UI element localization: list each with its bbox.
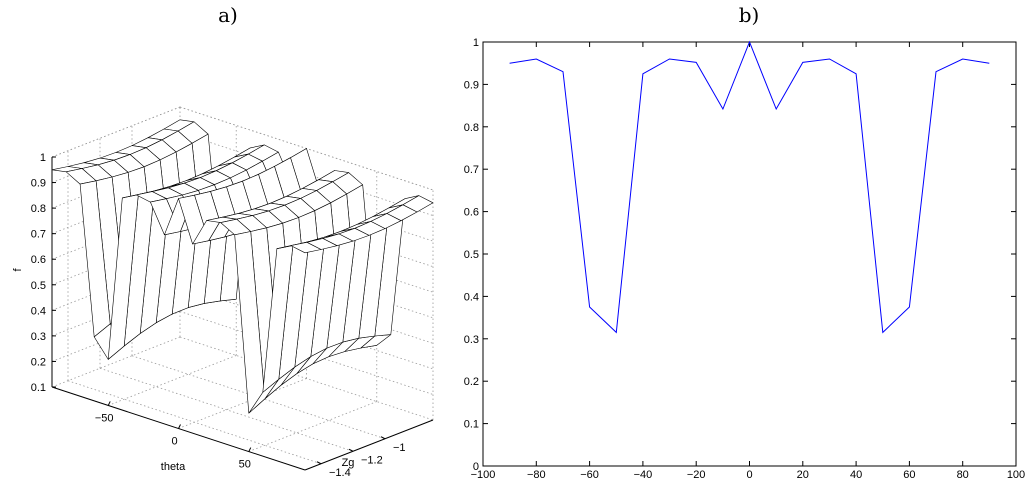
x-tick-label: 0 bbox=[171, 436, 177, 448]
z-axis-label: f bbox=[12, 268, 24, 272]
surface-ticks: 0.1 0.2 0.3 0.4 0.5 0.6 0.7 0.8 0.9 1 −50 0 50 −1.4 −1… bbox=[31, 152, 406, 479]
y-tick-label: −1.4 bbox=[329, 467, 351, 479]
y-axis-label: Zg bbox=[342, 457, 355, 469]
z-tick-label: 0.6 bbox=[31, 254, 46, 266]
line-series bbox=[509, 40, 990, 334]
x-tick-label: −50 bbox=[95, 412, 114, 424]
left-wall-grid-line bbox=[51, 336, 181, 388]
line-series-group bbox=[509, 40, 990, 334]
plot-frame bbox=[482, 41, 1017, 467]
y-tick-label: 0.7 bbox=[464, 164, 479, 176]
floor-grid-line bbox=[178, 378, 307, 429]
x-tick-label: 50 bbox=[239, 459, 251, 471]
x-tick-mark bbox=[178, 424, 181, 429]
x-tick-label: 0 bbox=[746, 469, 752, 481]
z-tick-label: 0.9 bbox=[31, 178, 46, 190]
x-tick-mark bbox=[107, 401, 111, 406]
surface-patch bbox=[290, 242, 322, 254]
floor-grid-line bbox=[248, 401, 377, 452]
y-tick-label: 0 bbox=[473, 461, 479, 473]
y-tick-label: 0.3 bbox=[464, 334, 479, 346]
z-tick-label: 0.5 bbox=[31, 280, 46, 292]
axis-line bbox=[304, 419, 434, 471]
y-tick-label: 0.4 bbox=[464, 291, 479, 303]
panel-a-label: a) bbox=[218, 3, 238, 27]
y-tick-mark bbox=[316, 461, 322, 465]
z-tick-label: 0.7 bbox=[31, 229, 46, 241]
box-edge bbox=[51, 106, 181, 158]
z-tick-label: 0.2 bbox=[31, 356, 46, 368]
floor-grid-line bbox=[108, 355, 237, 406]
line-plot-b: −100 −80 −60 −40 −20 0 20 40 60 80 100 0 0.1 0.2 0.3 0.… bbox=[464, 37, 1025, 481]
x-tick-label: 80 bbox=[957, 469, 969, 481]
z-tick-label: 1 bbox=[40, 152, 46, 164]
y-tick-label: 0.9 bbox=[464, 79, 479, 91]
y-tick-label: 0.6 bbox=[464, 207, 479, 219]
x-tick-label: −20 bbox=[687, 469, 706, 481]
x-tick-label: −60 bbox=[580, 469, 599, 481]
z-tick-label: 0.3 bbox=[31, 331, 46, 343]
y-tick-label: 0.2 bbox=[464, 376, 479, 388]
x-tick-label: −80 bbox=[527, 469, 546, 481]
y-tick-mark bbox=[380, 436, 386, 440]
x-tick-label: −100 bbox=[471, 469, 496, 481]
y-tick-label: 0.5 bbox=[464, 249, 479, 261]
x-tick-label: −40 bbox=[634, 469, 653, 481]
z-tick-label: 0.1 bbox=[31, 382, 46, 394]
y-tick-label: 1 bbox=[473, 37, 479, 49]
z-tick-label: 0.8 bbox=[31, 203, 46, 215]
floor-grid-line bbox=[99, 367, 354, 452]
floor-grid-line bbox=[67, 380, 322, 465]
z-tick-label: 0.4 bbox=[31, 305, 46, 317]
x-axis-label: theta bbox=[161, 461, 186, 473]
x-tick-label: 40 bbox=[850, 469, 862, 481]
x-tick-label: 20 bbox=[797, 469, 809, 481]
x-tick-mark bbox=[248, 447, 252, 452]
y-tick-mark bbox=[348, 448, 354, 452]
y-tick-label: −1.2 bbox=[361, 454, 383, 466]
line-ticks: −100 −80 −60 −40 −20 0 20 40 60 80 100 0 0.1 0.2 0.3 0.… bbox=[464, 37, 1025, 481]
x-tick-label: 100 bbox=[1007, 469, 1025, 481]
y-tick-label: −1 bbox=[393, 442, 406, 454]
surface-mesh bbox=[51, 119, 434, 414]
y-tick-label: 0.8 bbox=[464, 122, 479, 134]
x-tick-label: 60 bbox=[903, 469, 915, 481]
panel-b-label: b) bbox=[739, 3, 760, 27]
surface-plot-a: 0.1 0.2 0.3 0.4 0.5 0.6 0.7 0.8 0.9 1 −50 0 50 −1.4 −1… bbox=[12, 106, 434, 479]
y-tick-label: 0.1 bbox=[464, 419, 479, 431]
